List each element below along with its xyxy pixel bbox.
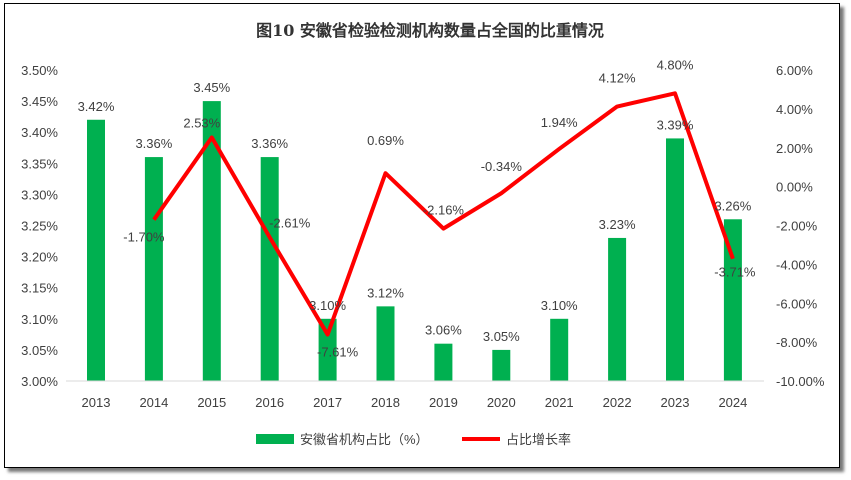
right-axis-tick: 4.00%: [776, 102, 813, 117]
bar: [492, 349, 511, 381]
line-data-label: -1.70%: [123, 230, 165, 245]
x-axis-tick: 2018: [371, 395, 400, 410]
right-axis-tick: -8.00%: [776, 335, 818, 350]
bar: [608, 237, 627, 381]
bar: [666, 138, 684, 381]
bar-data-label: 3.36%: [135, 136, 172, 151]
bar-data-label: 3.39%: [657, 117, 694, 132]
bar: [202, 101, 221, 381]
left-axis-tick: 3.40%: [21, 125, 58, 140]
right-axis-tick: 2.00%: [776, 141, 813, 156]
right-axis-tick: -6.00%: [776, 296, 818, 311]
line-data-label: 4.80%: [657, 57, 694, 72]
right-axis-tick: -2.00%: [776, 219, 818, 234]
x-axis-tick: 2023: [661, 395, 690, 410]
bar-data-label: 3.06%: [425, 323, 462, 338]
bar: [318, 318, 337, 381]
line-data-label: 1.94%: [541, 115, 578, 130]
line-data-label: -7.61%: [317, 345, 359, 360]
line-data-label: 2.53%: [183, 115, 220, 130]
legend-label-bar: 安徽省机构占比（%）: [300, 432, 429, 447]
right-axis-tick: -4.00%: [776, 257, 818, 272]
bar-data-label: 3.05%: [483, 329, 520, 344]
bar: [434, 343, 453, 381]
line-data-label: 0.69%: [367, 133, 404, 148]
x-axis-tick: 2014: [139, 395, 168, 410]
left-axis-tick: 3.50%: [21, 63, 58, 78]
x-axis-tick: 2015: [197, 395, 226, 410]
left-axis-tick: 3.45%: [21, 94, 58, 109]
left-axis-tick: 3.00%: [21, 374, 58, 389]
x-axis-tick: 2024: [718, 395, 747, 410]
right-axis-tick: -10.00%: [776, 374, 825, 389]
bar-data-label: 3.10%: [541, 298, 578, 313]
x-axis-tick: 2020: [487, 395, 516, 410]
bar: [87, 119, 105, 381]
left-axis-tick: 3.25%: [21, 219, 58, 234]
bar-data-label: 3.12%: [367, 285, 404, 300]
chart-title: 图10 安徽省检验检测机构数量占全国的比重情况: [256, 21, 604, 40]
right-axis-tick: 0.00%: [776, 180, 813, 195]
bar: [144, 157, 163, 381]
left-axis-tick: 3.10%: [21, 312, 58, 327]
bar-data-label: 3.36%: [251, 136, 288, 151]
right-axis-tick: 6.00%: [776, 63, 813, 78]
left-axis-tick: 3.30%: [21, 187, 58, 202]
x-axis-tick: 2022: [603, 395, 632, 410]
bar: [723, 219, 742, 381]
x-axis-tick: 2013: [82, 395, 111, 410]
x-axis-tick: 2019: [429, 395, 458, 410]
legend-label-line: 占比增长率: [506, 432, 571, 447]
x-axis-tick: 2017: [313, 395, 342, 410]
bar-data-label: 3.23%: [599, 217, 636, 232]
bar: [550, 318, 569, 381]
bar-data-label: 3.26%: [714, 198, 751, 213]
legend-swatch-bar: [256, 434, 294, 444]
chart-frame: [4, 3, 840, 468]
left-axis-tick: 3.15%: [21, 281, 58, 296]
left-axis-tick: 3.20%: [21, 250, 58, 265]
line-data-label: -0.34%: [481, 159, 523, 174]
growth-rate-line: [152, 91, 735, 337]
left-axis-tick: 3.05%: [21, 343, 58, 358]
left-axis-tick: 3.35%: [21, 156, 58, 171]
bar-data-label: 3.10%: [309, 298, 346, 313]
bar-data-label: 3.45%: [193, 80, 230, 95]
x-axis-tick: 2021: [545, 395, 574, 410]
line-data-label: 4.12%: [599, 71, 636, 86]
x-axis-tick: 2016: [255, 395, 284, 410]
line-data-label: -2.61%: [269, 215, 311, 230]
bar-data-label: 3.42%: [78, 99, 115, 114]
bar: [260, 157, 279, 381]
legend: 安徽省机构占比（%） 占比增长率: [256, 432, 571, 447]
line-data-label: -2.16%: [423, 203, 465, 218]
bar: [376, 306, 395, 381]
line-data-label: -3.71%: [714, 265, 756, 280]
